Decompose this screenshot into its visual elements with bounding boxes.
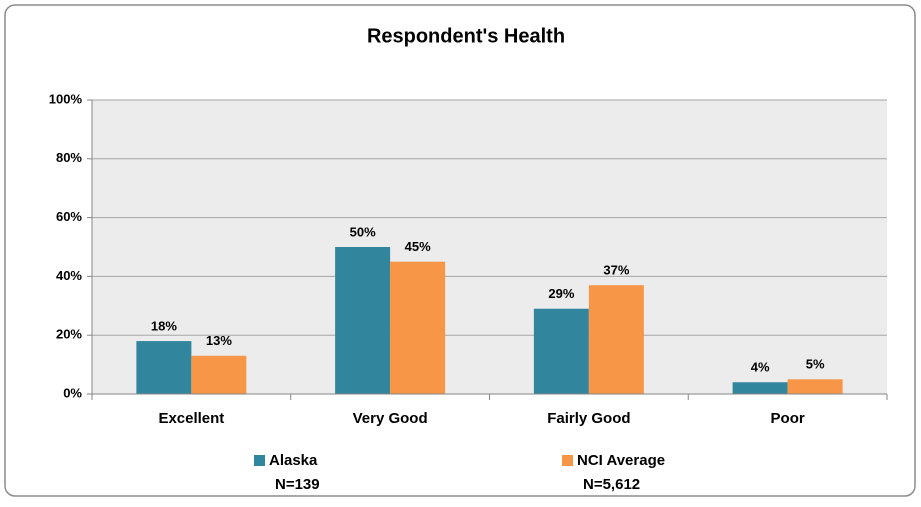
value-label: 18%	[151, 319, 177, 334]
y-tick-label: 100%	[49, 91, 83, 106]
plot-area	[92, 100, 887, 394]
value-label: 29%	[548, 286, 574, 301]
x-tick-label: Poor	[771, 410, 805, 427]
value-label: 5%	[806, 357, 825, 372]
value-label: 37%	[603, 263, 629, 278]
legend-n: N=5,612	[583, 476, 640, 493]
y-tick-label: 60%	[56, 209, 82, 224]
value-label: 4%	[751, 360, 770, 375]
y-tick-label: 80%	[56, 150, 82, 165]
bar	[787, 379, 843, 394]
bar	[588, 285, 644, 394]
bar	[335, 247, 391, 394]
value-label: 45%	[405, 239, 431, 254]
x-tick-label: Fairly Good	[547, 410, 630, 427]
x-tick-label: Very Good	[353, 410, 428, 427]
bar	[533, 308, 589, 394]
legend-label: Alaska	[269, 452, 318, 469]
bar	[191, 355, 247, 394]
legend-swatch	[254, 455, 265, 466]
legend-swatch	[562, 455, 573, 466]
chart-title: Respondent's Health	[367, 25, 565, 47]
y-tick-label: 40%	[56, 268, 82, 283]
x-tick-label: Excellent	[158, 410, 224, 427]
bar	[732, 382, 788, 394]
y-tick-label: 0%	[63, 385, 82, 400]
bar	[136, 341, 192, 394]
y-tick-label: 20%	[56, 327, 82, 342]
legend-label: NCI Average	[577, 452, 665, 469]
value-label: 13%	[206, 333, 232, 348]
value-label: 50%	[350, 224, 376, 239]
legend-n: N=139	[275, 476, 320, 493]
bar	[390, 261, 446, 394]
